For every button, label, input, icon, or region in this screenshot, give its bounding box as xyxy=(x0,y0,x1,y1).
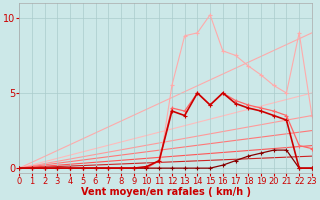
X-axis label: Vent moyen/en rafales ( km/h ): Vent moyen/en rafales ( km/h ) xyxy=(81,187,251,197)
